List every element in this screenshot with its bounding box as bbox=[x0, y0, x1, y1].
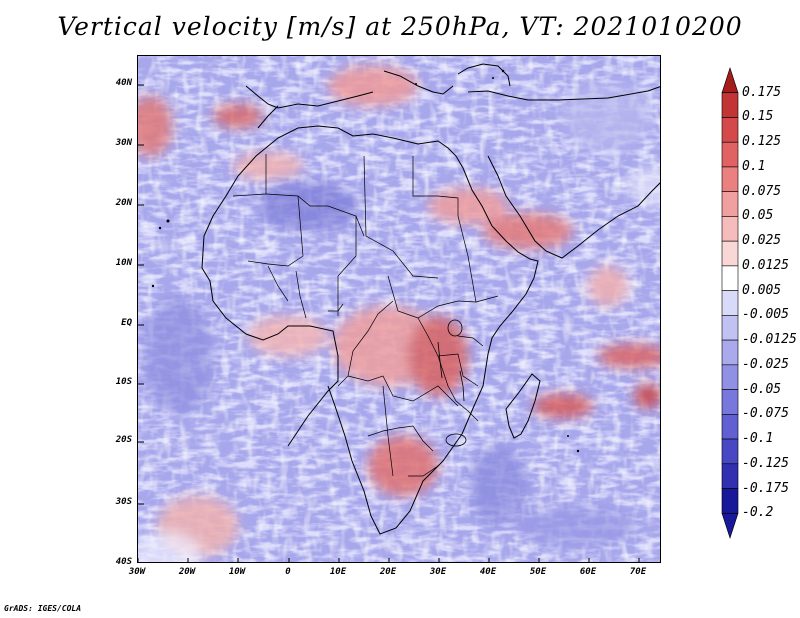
lon-tick-label: 60E bbox=[579, 567, 597, 577]
colorbar-swatch bbox=[721, 240, 739, 267]
lat-tick-label: 20S bbox=[115, 435, 132, 445]
colorbar-tick-label: -0.0125 bbox=[742, 332, 797, 348]
colorbar-tick-label: 0.15 bbox=[742, 109, 774, 125]
colorbar-tick-label: -0.005 bbox=[742, 307, 789, 323]
lon-tick-label: 40E bbox=[479, 567, 497, 577]
lon-tick-label: 0 bbox=[285, 567, 291, 577]
colorbar-tick-label: -0.125 bbox=[742, 455, 789, 471]
lat-tick-label: 40N bbox=[115, 78, 132, 88]
colorbar-tick-label: -0.175 bbox=[742, 480, 789, 496]
coastlines bbox=[201, 63, 660, 535]
colorbar bbox=[721, 67, 739, 539]
colorbar-tick-label: 0.1 bbox=[742, 158, 766, 174]
colorbar-tick-label: 0.0125 bbox=[742, 257, 789, 273]
colorbar-tick-label: 0.125 bbox=[742, 134, 782, 150]
colorbar-swatch bbox=[721, 92, 739, 118]
islands bbox=[151, 69, 580, 453]
lat-tick-label: 10S bbox=[115, 377, 132, 387]
lon-tick-label: 30W bbox=[128, 567, 146, 577]
colorbar-swatch bbox=[721, 290, 739, 316]
map-plot-area[interactable] bbox=[137, 55, 661, 563]
colorbar-swatch bbox=[721, 414, 739, 440]
colorbar-bottom-arrow bbox=[721, 512, 739, 539]
colorbar-tick-label: 0.025 bbox=[742, 233, 782, 249]
colorbar-swatch bbox=[721, 438, 739, 465]
colorbar-top-arrow bbox=[721, 67, 739, 94]
lon-tick-label: 70E bbox=[629, 567, 647, 577]
colorbar-swatch bbox=[721, 141, 739, 168]
colorbar-tick-label: -0.2 bbox=[742, 505, 774, 521]
lat-tick-label: 30N bbox=[115, 138, 132, 148]
colorbar-tick-label: 0.075 bbox=[742, 183, 782, 199]
colorbar-swatch bbox=[721, 463, 739, 489]
colorbar-tick-label: -0.025 bbox=[742, 356, 789, 372]
colorbar-swatch bbox=[721, 166, 739, 192]
colorbar-swatch bbox=[721, 265, 739, 291]
lat-tick-label: 10N bbox=[115, 258, 132, 268]
map-tick-marks bbox=[138, 84, 640, 562]
velocity-field-map bbox=[138, 56, 660, 562]
country-borders bbox=[232, 154, 499, 477]
colorbar-swatch bbox=[721, 216, 739, 242]
colorbar-tick-label: -0.075 bbox=[742, 406, 789, 422]
lat-tick-label: 40S bbox=[115, 557, 132, 567]
colorbar-swatch bbox=[721, 389, 739, 415]
lon-tick-label: 10W bbox=[228, 567, 246, 577]
lat-tick-label: 30S bbox=[115, 497, 132, 507]
colorbar-swatch bbox=[721, 117, 739, 143]
lon-tick-label: 20W bbox=[178, 567, 196, 577]
colorbar-swatch bbox=[721, 315, 739, 341]
lat-tick-label: 20N bbox=[115, 198, 132, 208]
colorbar-tick-label: -0.1 bbox=[742, 431, 774, 447]
grads-credit: GrADS: IGES/COLA bbox=[4, 604, 82, 613]
colorbar-tick-label: -0.05 bbox=[742, 381, 782, 397]
colorbar-tick-label: 0.175 bbox=[742, 84, 782, 100]
lon-tick-label: 10E bbox=[329, 567, 347, 577]
lakes bbox=[437, 319, 467, 447]
colorbar-swatch bbox=[721, 339, 739, 366]
lat-tick-label: EQ bbox=[121, 318, 132, 328]
colorbar-swatch bbox=[721, 191, 739, 217]
colorbar-swatch bbox=[721, 364, 739, 390]
lon-tick-label: 30E bbox=[429, 567, 447, 577]
lon-tick-label: 20E bbox=[379, 567, 397, 577]
lon-tick-label: 50E bbox=[529, 567, 547, 577]
colorbar-tick-label: 0.05 bbox=[742, 208, 774, 224]
chart-title: Vertical velocity [m/s] at 250hPa, VT: 2… bbox=[57, 12, 743, 41]
colorbar-tick-label: 0.005 bbox=[742, 282, 782, 298]
colorbar-swatch bbox=[721, 488, 739, 514]
